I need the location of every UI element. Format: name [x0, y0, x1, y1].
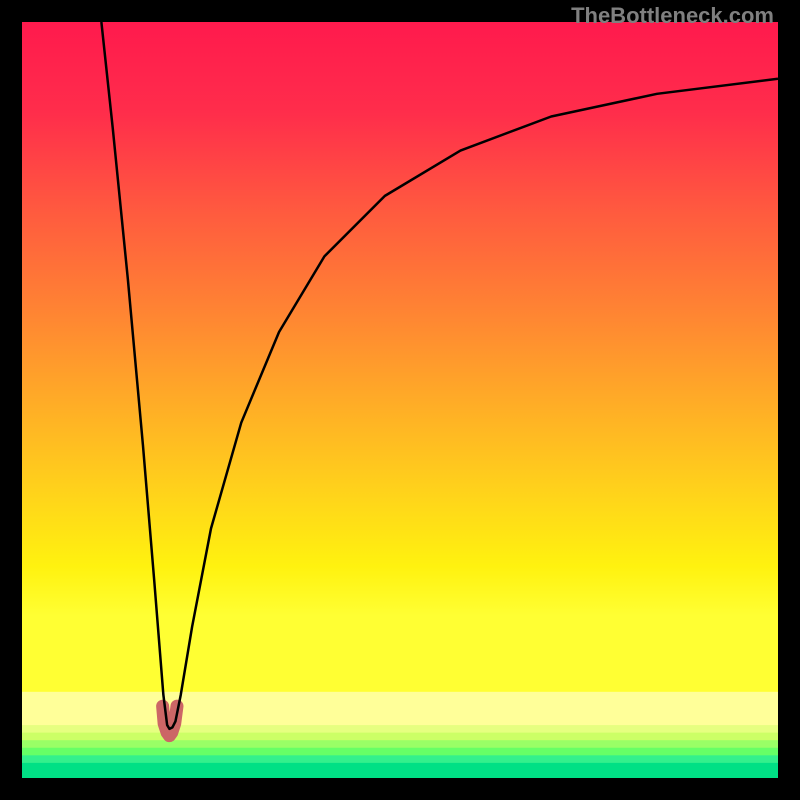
watermark-text: TheBottleneck.com	[571, 3, 774, 29]
frame-border-bottom	[0, 778, 800, 800]
frame-border-right	[778, 0, 800, 800]
frame-border-left	[0, 0, 22, 800]
chart-root: TheBottleneck.com	[0, 0, 800, 800]
plot-area	[22, 22, 778, 778]
chart-svg	[22, 22, 778, 778]
